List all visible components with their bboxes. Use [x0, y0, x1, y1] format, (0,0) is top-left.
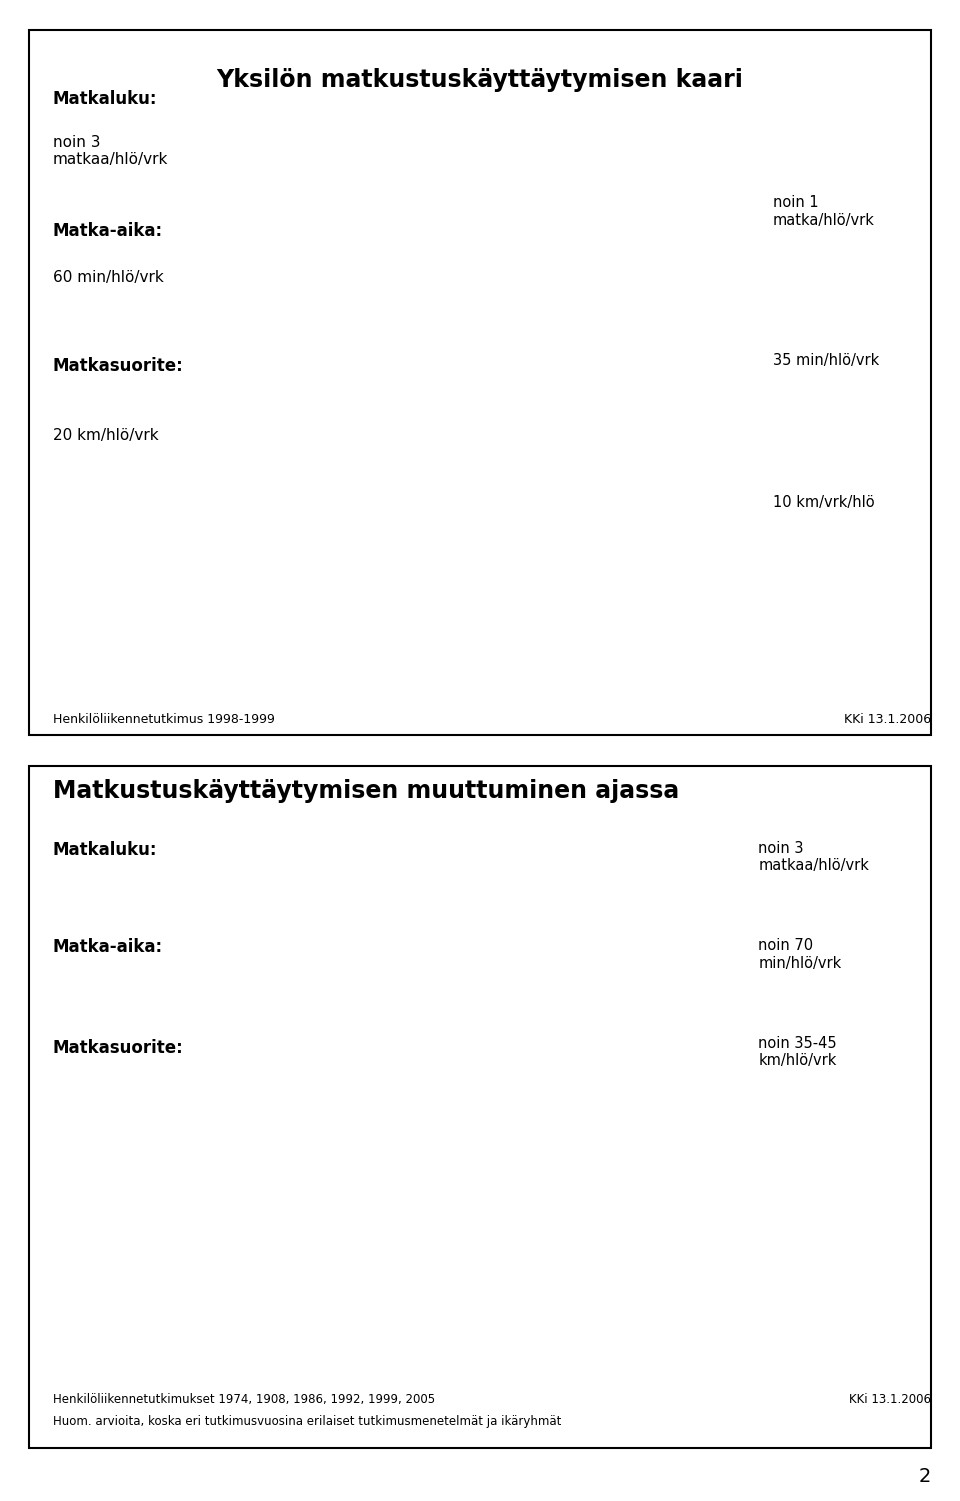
Text: ikä: ikä	[753, 657, 777, 675]
Text: Matkaluku:: Matkaluku:	[53, 841, 157, 859]
Text: noin 3
matkaa/hlö/vrk: noin 3 matkaa/hlö/vrk	[53, 135, 168, 168]
Text: Matkasuorite:: Matkasuorite:	[53, 357, 183, 375]
Text: Henkilöliikennetutkimus 1998-1999: Henkilöliikennetutkimus 1998-1999	[53, 713, 275, 726]
Text: Huom. arvioita, koska eri tutkimusvuosina erilaiset tutkimusmenetelmät ja ikäryh: Huom. arvioita, koska eri tutkimusvuosin…	[53, 1415, 562, 1429]
Text: 35 min/hlö/vrk: 35 min/hlö/vrk	[773, 353, 879, 368]
Text: 95 min/hlö/vrk: 95 min/hlö/vrk	[402, 119, 513, 134]
Text: Matkasuorite:: Matkasuorite:	[53, 1039, 183, 1057]
Text: noin 35-45
km/hlö/vrk: noin 35-45 km/hlö/vrk	[758, 1036, 837, 1069]
Text: noin 3
matkaa/hlö/vrk: noin 3 matkaa/hlö/vrk	[758, 841, 869, 874]
Text: Matkustuskäyttäytymisen muuttuminen ajassa: Matkustuskäyttäytymisen muuttuminen ajas…	[53, 779, 679, 803]
Text: 20 km/hlö/vrk: 20 km/hlö/vrk	[53, 428, 158, 443]
Text: 10 km/vrk/hlö: 10 km/vrk/hlö	[773, 495, 875, 510]
Text: Matka-aika:: Matka-aika:	[53, 222, 163, 240]
Text: Yksilön matkustuskäyttäytymisen kaari: Yksilön matkustuskäyttäytymisen kaari	[217, 68, 743, 92]
Text: noin 1
matka/hlö/vrk: noin 1 matka/hlö/vrk	[773, 195, 875, 228]
Text: 60 km/hlö/vrk: 60 km/hlö/vrk	[404, 339, 511, 354]
Text: KKi 13.1.2006: KKi 13.1.2006	[844, 713, 931, 726]
Text: Matkaluku:: Matkaluku:	[53, 90, 157, 108]
Text: 60 min/hlö/vrk: 60 min/hlö/vrk	[53, 270, 163, 285]
Text: KKi 13.1.2006: KKi 13.1.2006	[850, 1393, 931, 1406]
Text: Matka-aika:: Matka-aika:	[53, 938, 163, 956]
Text: noin 70
min/hlö/vrk: noin 70 min/hlö/vrk	[758, 938, 842, 971]
Text: 2: 2	[919, 1466, 931, 1486]
Text: Henkilöliikennetutkimukset 1974, 1908, 1986, 1992, 1999, 2005: Henkilöliikennetutkimukset 1974, 1908, 1…	[53, 1393, 435, 1406]
Text: vuosi: vuosi	[732, 1348, 776, 1366]
